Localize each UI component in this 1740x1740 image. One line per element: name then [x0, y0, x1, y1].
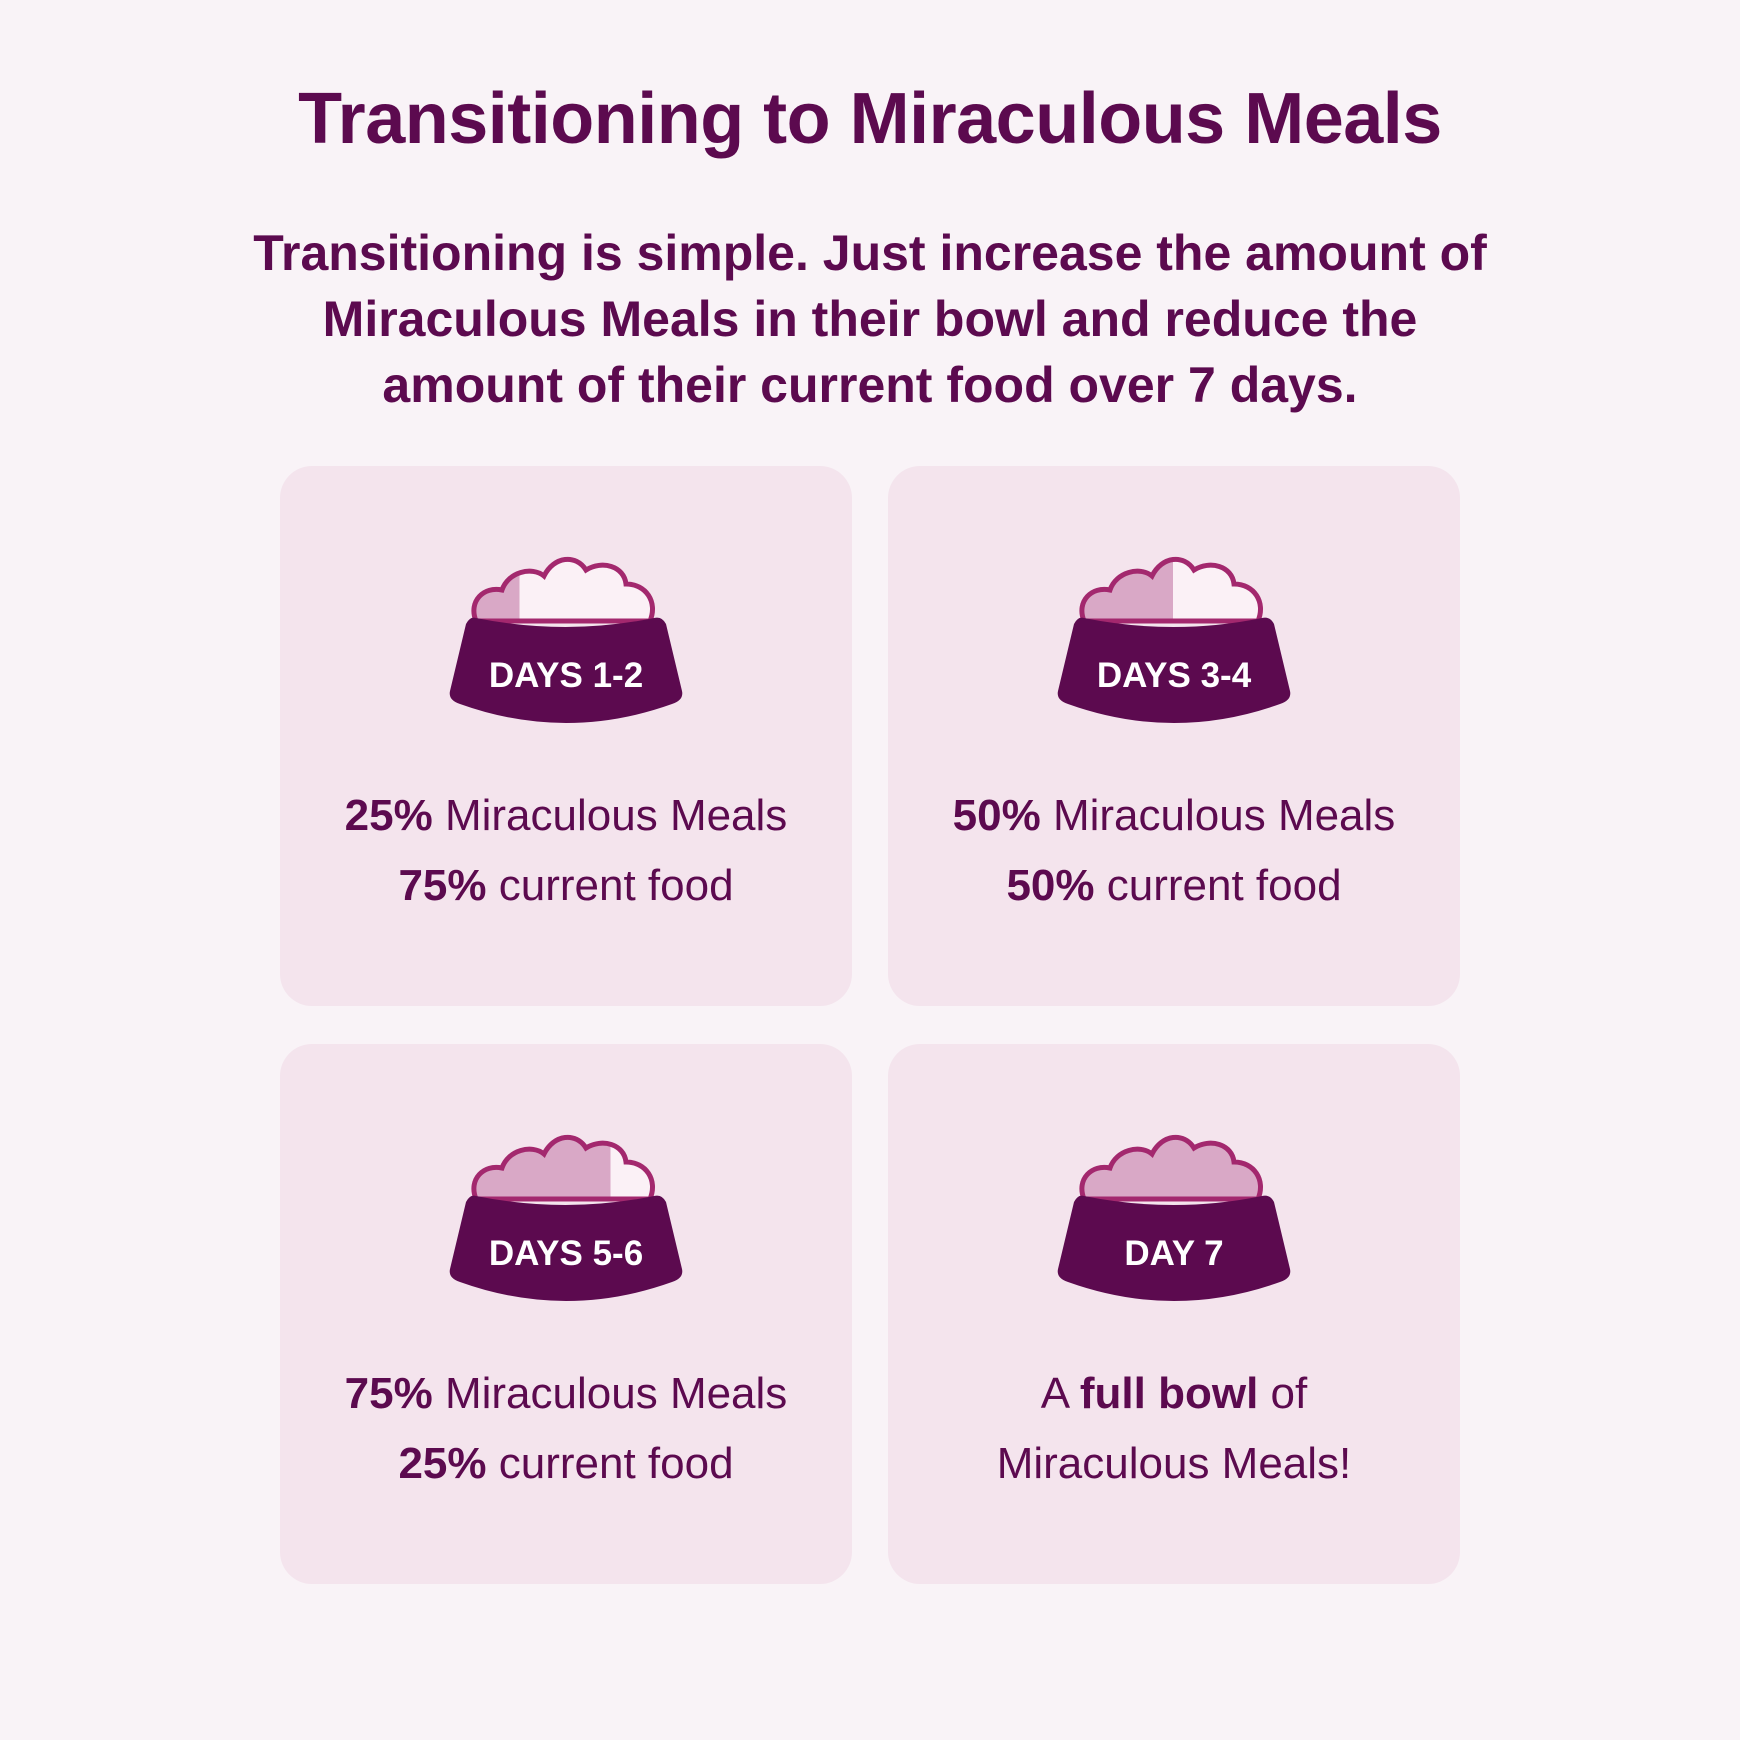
ratio-new-text: Miraculous Meals: [1040, 791, 1396, 840]
ratio-line-new: 75% Miraculous Meals: [280, 1366, 852, 1422]
ratio-new-percent: 25%: [344, 791, 433, 840]
food-bowl-icon: [449, 557, 683, 723]
ratio-line-current: 75% current food: [280, 858, 852, 914]
ratio-new-percent: 50%: [952, 791, 1041, 840]
stage-label: DAYS 1-2: [488, 656, 644, 695]
transition-card-days-3-4: DAYS 3-4 50% Miraculous Meals 50% curren…: [888, 466, 1460, 1006]
page-title: Transitioning to Miraculous Meals: [298, 79, 1442, 159]
food-bowl-icon: [1057, 1135, 1291, 1301]
food-bowl-icon: [449, 1135, 683, 1301]
ratio-current-text: current food: [486, 861, 734, 910]
food-bowl-icon: [1057, 557, 1291, 723]
stage-label: DAYS 3-4: [1096, 656, 1252, 695]
transition-card-days-5-6: DAYS 5-6 75% Miraculous Meals 25% curren…: [280, 1044, 852, 1584]
stage-label: DAY 7: [1124, 1234, 1224, 1273]
ratio-line-new: 50% Miraculous Meals: [888, 788, 1460, 844]
ratio-line-current: 50% current food: [888, 858, 1460, 914]
ratio-current-text: current food: [486, 1439, 734, 1488]
ratio-current-percent: 25%: [398, 1439, 487, 1488]
full-bowl-prefix: A: [1040, 1369, 1080, 1418]
full-bowl-line: A full bowl of: [888, 1366, 1460, 1422]
stage-label: DAYS 5-6: [488, 1234, 644, 1273]
transition-card-days-1-2: DAYS 1-2 25% Miraculous Meals 75% curren…: [280, 466, 852, 1006]
transition-card-day-7: DAY 7 A full bowl of Miraculous Meals!: [888, 1044, 1460, 1584]
ratio-line-new: 25% Miraculous Meals: [280, 788, 852, 844]
ratio-new-percent: 75%: [344, 1369, 433, 1418]
full-bowl-line-2: Miraculous Meals!: [888, 1436, 1460, 1492]
ratio-new-text: Miraculous Meals: [432, 1369, 788, 1418]
ratio-current-percent: 75%: [398, 861, 487, 910]
full-bowl-suffix: of: [1258, 1369, 1308, 1418]
ratio-new-text: Miraculous Meals: [432, 791, 788, 840]
full-bowl-brand: Miraculous Meals!: [996, 1439, 1352, 1488]
ratio-line-current: 25% current food: [280, 1436, 852, 1492]
ratio-current-percent: 50%: [1006, 861, 1095, 910]
full-bowl-strong: full bowl: [1079, 1369, 1259, 1418]
ratio-current-text: current food: [1094, 861, 1342, 910]
intro-text: Transitioning is simple. Just increase t…: [253, 225, 1487, 413]
